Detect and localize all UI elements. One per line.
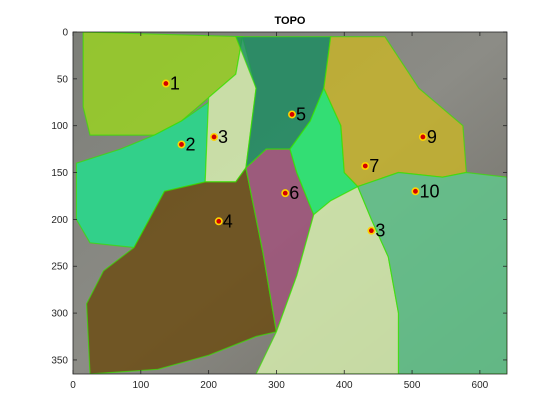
plot-area: 1 2 3 4 5 6 7 3 9 10 xyxy=(73,32,507,374)
point-marker-5 xyxy=(288,110,297,119)
x-tick-label: 400 xyxy=(336,380,353,391)
point-marker-7 xyxy=(361,161,370,170)
x-tick-label: 200 xyxy=(200,380,217,391)
y-tick-label: 150 xyxy=(51,168,68,179)
point-marker-9 xyxy=(418,132,427,141)
point-marker-1 xyxy=(161,79,170,88)
point-label-5: 5 xyxy=(296,104,306,124)
x-axis: 0 100 200 300 400 500 600 xyxy=(70,32,489,391)
point-label-4: 4 xyxy=(223,211,233,231)
point-markers xyxy=(161,79,427,235)
point-label-2: 2 xyxy=(186,134,196,154)
y-tick-label: 100 xyxy=(51,121,68,132)
x-tick-label: 100 xyxy=(132,380,149,391)
region-labels: 1 2 3 4 5 6 7 3 9 10 xyxy=(170,74,440,241)
axes-box xyxy=(72,31,508,375)
point-label-8: 3 xyxy=(375,221,385,241)
region-4 xyxy=(85,166,278,374)
point-marker-8 xyxy=(367,226,376,235)
region-10 xyxy=(357,171,507,374)
point-label-7: 7 xyxy=(369,156,379,176)
point-marker-10 xyxy=(411,187,420,196)
region-polygons xyxy=(75,32,507,374)
x-tick-label: 0 xyxy=(70,380,76,391)
point-label-1: 1 xyxy=(170,74,180,94)
y-tick-label: 0 xyxy=(62,28,68,39)
point-marker-4 xyxy=(214,217,223,226)
point-label-9: 9 xyxy=(427,127,437,147)
y-tick-label: 300 xyxy=(51,309,68,320)
point-label-6: 6 xyxy=(289,183,299,203)
x-tick-label: 500 xyxy=(404,380,421,391)
point-label-10: 10 xyxy=(419,181,439,201)
y-tick-label: 50 xyxy=(57,74,69,85)
x-tick-label: 300 xyxy=(268,380,285,391)
y-tick-label: 200 xyxy=(51,215,68,226)
point-marker-2 xyxy=(177,140,186,149)
y-axis: 0 50 100 150 200 250 300 350 xyxy=(51,28,507,366)
point-marker-3 xyxy=(210,132,219,141)
figure-title: TOPO xyxy=(275,15,306,27)
point-label-3: 3 xyxy=(218,127,228,147)
x-tick-label: 600 xyxy=(472,380,489,391)
y-tick-label: 250 xyxy=(51,262,68,273)
point-marker-6 xyxy=(281,189,290,198)
y-tick-label: 350 xyxy=(51,355,68,366)
